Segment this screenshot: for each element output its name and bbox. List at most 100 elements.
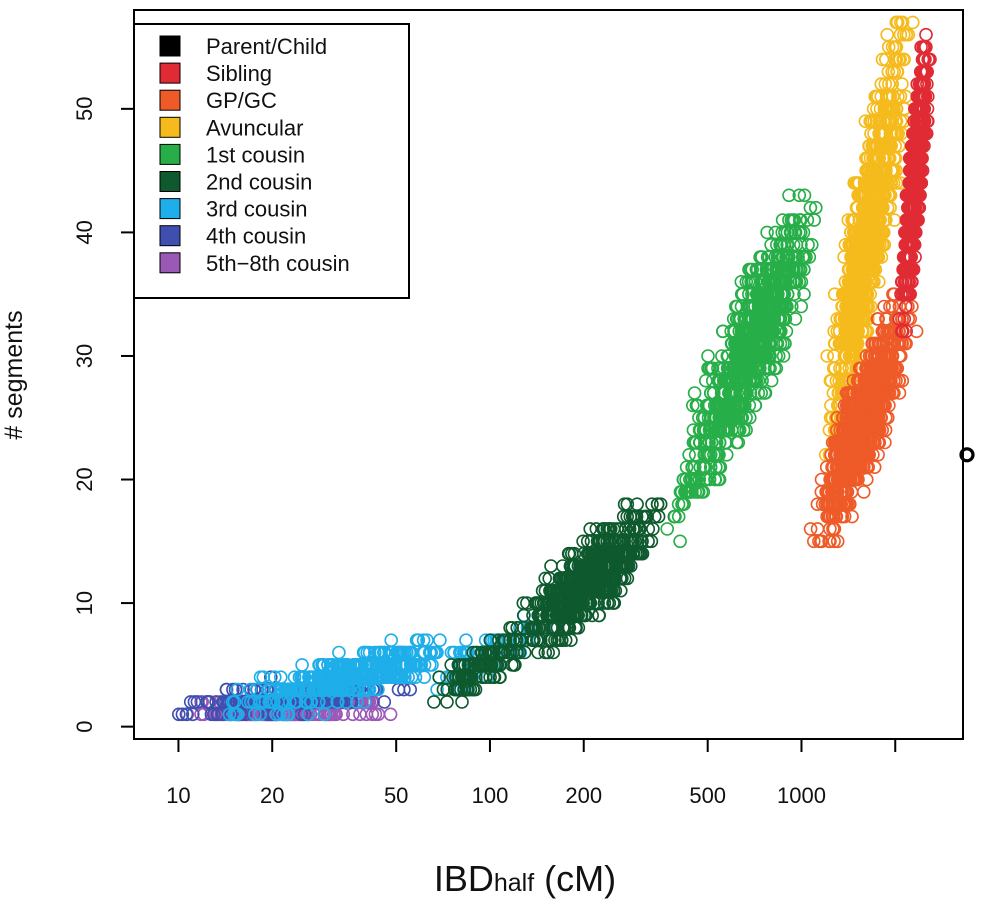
data-point <box>253 670 268 685</box>
data-points <box>172 15 975 722</box>
data-point <box>365 707 380 722</box>
data-point <box>249 682 264 697</box>
data-point <box>422 645 437 660</box>
data-point <box>295 658 309 672</box>
data-point <box>645 497 659 512</box>
data-point <box>856 485 871 499</box>
data-point <box>596 546 610 561</box>
data-point <box>432 670 447 685</box>
data-point <box>306 670 321 685</box>
data-point <box>440 695 454 709</box>
data-point <box>194 695 208 709</box>
data-point <box>673 534 687 549</box>
data-point <box>555 583 570 598</box>
data-point <box>565 583 579 598</box>
data-point <box>383 707 398 722</box>
data-point <box>698 373 713 388</box>
data-point <box>268 682 282 697</box>
data-point <box>467 658 482 672</box>
data-point <box>372 670 387 685</box>
data-point <box>332 645 346 660</box>
data-point <box>555 559 570 573</box>
data-point <box>619 546 633 561</box>
data-point <box>186 707 200 722</box>
data-point <box>567 546 582 561</box>
data-point <box>302 670 317 685</box>
data-point <box>390 670 405 685</box>
data-point <box>646 522 660 536</box>
data-point <box>558 633 573 648</box>
data-point <box>417 670 432 685</box>
data-point <box>592 608 607 623</box>
data-point <box>179 707 194 722</box>
data-point <box>230 682 245 697</box>
data-point <box>368 670 383 685</box>
data-point <box>576 534 590 549</box>
data-point <box>452 658 467 672</box>
data-point <box>330 658 345 672</box>
data-point <box>546 645 561 660</box>
data-point <box>384 633 399 648</box>
data-point <box>394 645 409 660</box>
data-point <box>614 571 628 586</box>
data-point <box>583 559 598 573</box>
data-point <box>336 658 351 672</box>
data-point <box>402 645 417 660</box>
data-point <box>364 670 379 685</box>
data-point <box>701 349 715 363</box>
data-point <box>641 534 655 549</box>
data-point <box>519 633 533 648</box>
data-point <box>377 645 392 660</box>
data-point <box>207 707 221 722</box>
data-point <box>810 522 825 536</box>
data-point <box>433 633 447 648</box>
data-point <box>503 645 518 660</box>
series-1st-cousin <box>660 188 823 549</box>
data-point <box>289 695 304 709</box>
data-point <box>541 645 556 660</box>
data-point <box>472 658 487 672</box>
data-point <box>243 682 258 697</box>
data-point <box>482 645 497 660</box>
data-point <box>520 596 534 610</box>
data-point <box>589 522 604 536</box>
data-point <box>284 682 298 697</box>
data-point <box>457 670 472 685</box>
data-point <box>300 682 314 697</box>
data-point <box>417 645 432 660</box>
data-point <box>617 497 632 512</box>
data-point <box>803 522 818 536</box>
data-point <box>397 658 411 672</box>
data-point <box>325 658 339 672</box>
data-point <box>351 670 366 685</box>
data-point <box>325 682 340 697</box>
data-point <box>608 583 623 598</box>
data-point <box>462 670 477 685</box>
data-point <box>516 608 531 623</box>
data-point <box>197 707 211 722</box>
data-point <box>570 571 585 586</box>
data-point <box>428 645 443 660</box>
data-point <box>660 522 675 536</box>
data-point <box>459 633 473 648</box>
data-point <box>377 695 392 709</box>
data-point <box>317 707 332 722</box>
data-point <box>222 707 237 722</box>
data-point <box>455 695 469 709</box>
data-point <box>175 707 190 722</box>
data-point <box>362 645 377 660</box>
data-point <box>602 522 617 536</box>
data-point <box>880 27 895 42</box>
data-point <box>401 670 415 685</box>
data-point <box>172 707 186 722</box>
data-point <box>650 497 665 512</box>
data-point <box>544 559 558 573</box>
data-point <box>311 695 326 709</box>
data-point <box>626 509 640 524</box>
data-point <box>227 707 241 722</box>
data-point <box>427 695 441 709</box>
data-point <box>497 633 511 648</box>
data-point <box>492 670 507 685</box>
data-point <box>346 670 361 685</box>
